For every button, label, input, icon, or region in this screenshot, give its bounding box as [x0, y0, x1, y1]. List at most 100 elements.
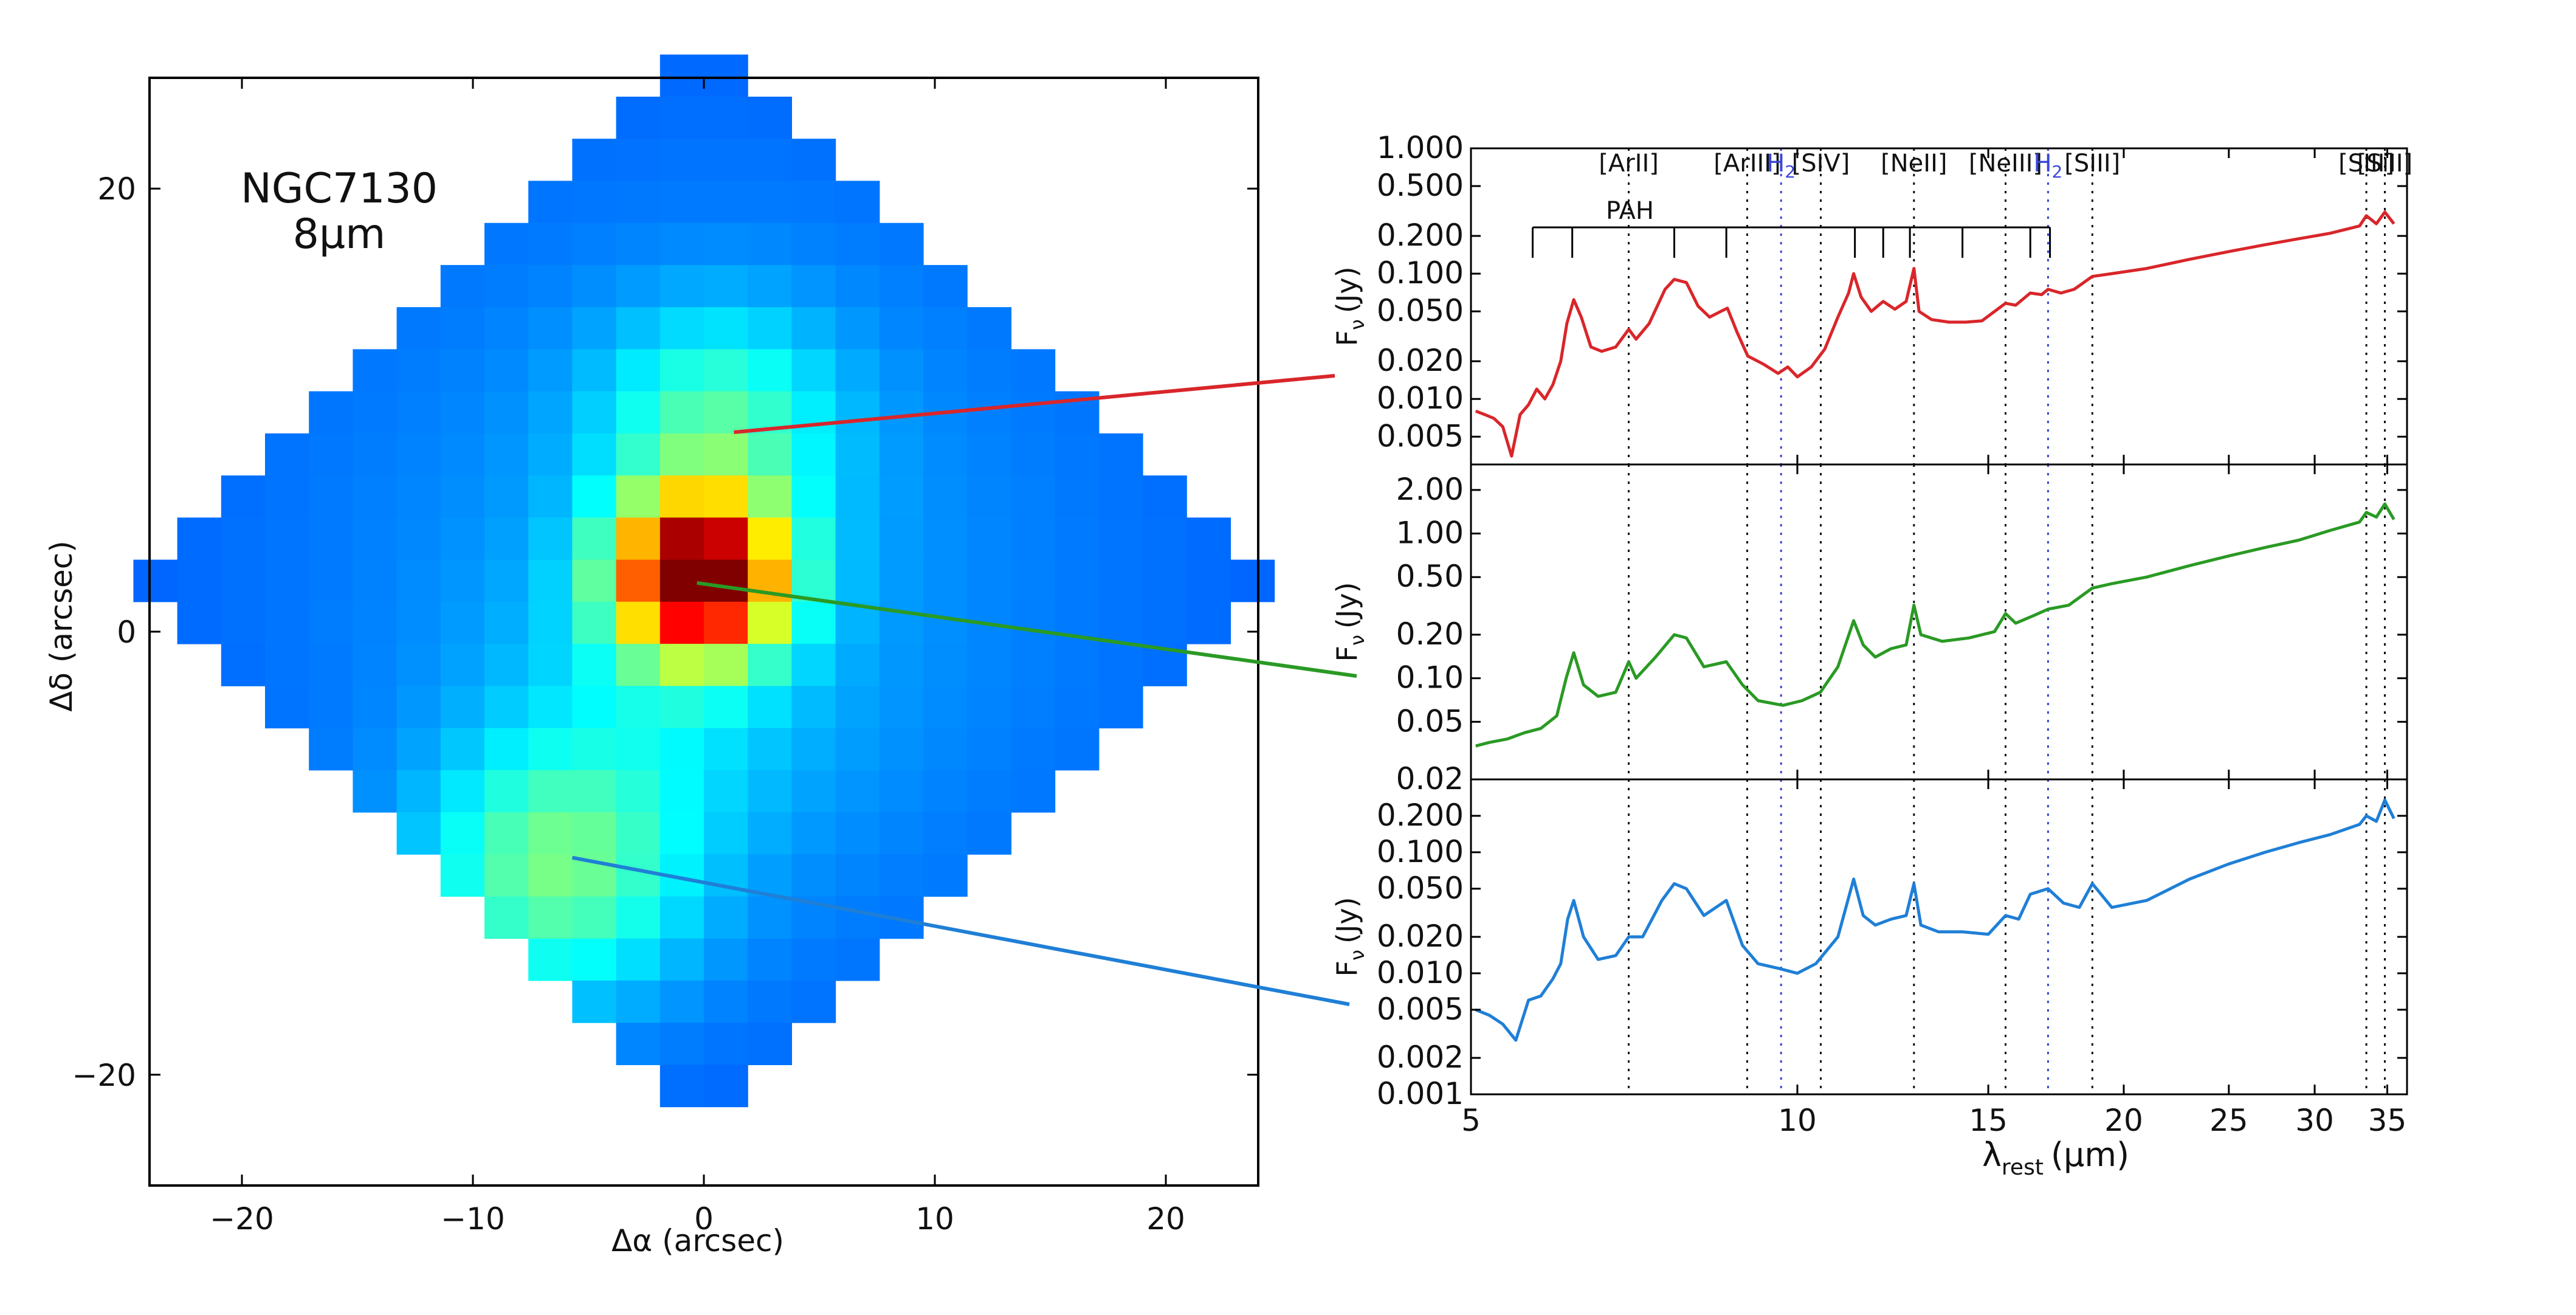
map-pixel: [835, 644, 880, 686]
map-pixel: [353, 770, 398, 813]
map-pixel: [572, 433, 617, 476]
map-pixel: [265, 644, 309, 686]
map-pixel: [177, 601, 222, 644]
map-pixel: [659, 812, 704, 855]
map-pixel: [659, 391, 704, 434]
map-pixel: [528, 770, 573, 813]
emission-line-label-text: [ArIII]: [1713, 150, 1780, 178]
spectrum-y-tick-label: 0.050: [1377, 293, 1464, 328]
map-pixel: [967, 812, 1011, 855]
map-pixel: [704, 391, 748, 434]
map-pixel: [704, 223, 748, 266]
spectrum-y-tick-label: 0.200: [1377, 218, 1464, 253]
map-pixel: [572, 139, 617, 181]
map-pixel: [440, 686, 485, 729]
emission-line-label: [SIII]: [2064, 150, 2120, 178]
spectrum-ylabel-unit: (Jy): [1331, 266, 1363, 313]
map-pixel: [572, 475, 617, 518]
map-pixel: [704, 770, 748, 813]
map-pixel: [748, 264, 792, 308]
map-y-tick-label: 0: [117, 615, 136, 650]
map-pixel: [835, 559, 880, 602]
map-pixel: [484, 391, 529, 434]
map-pixel: [353, 475, 398, 518]
map-pixel: [704, 896, 748, 939]
map-pixel: [396, 728, 441, 771]
map-pixel: [748, 475, 792, 518]
map-pixel: [309, 391, 353, 434]
map-pixel: [923, 559, 968, 602]
map-pixel: [879, 728, 924, 771]
map-pixel: [748, 433, 792, 476]
spectrum-y-tick-label: 0.200: [1377, 798, 1464, 833]
map-pixel: [1055, 559, 1100, 602]
emission-line-label: [ArII]: [1599, 150, 1659, 178]
map-pixel: [484, 686, 529, 729]
map-pixel: [396, 559, 441, 602]
map-pixel: [748, 938, 792, 981]
map-pixel: [967, 517, 1011, 561]
emission-line-label: [NeIII]: [1969, 150, 2042, 178]
map-pixel: [835, 517, 880, 561]
map-pixel: [879, 854, 924, 897]
map-pixel: [221, 475, 266, 518]
map-pixel: [748, 980, 792, 1023]
map-pixel: [748, 686, 792, 729]
map-pixel: [440, 812, 485, 855]
spectra-plot: 0.0050.0100.0200.0500.1000.2000.5001.000…: [1331, 130, 2412, 1138]
map-pixel: [923, 686, 968, 729]
map-pixel: [835, 854, 880, 897]
map-pixel: [528, 644, 573, 686]
map-pixel: [879, 307, 924, 350]
map-pixel: [704, 517, 748, 561]
spectrum-y-tick-label: 0.005: [1377, 418, 1464, 454]
spectrum-y-tick-label: 0.002: [1377, 1040, 1464, 1075]
map-pixel: [484, 307, 529, 350]
map-pixel: [1055, 644, 1100, 686]
map-pixel: [221, 644, 266, 686]
spectrum-ylabel-symbol: F: [1331, 330, 1363, 346]
map-pixel: [835, 264, 880, 308]
map-pixel: [528, 854, 573, 897]
map-pixel: [309, 644, 353, 686]
map-pixel: [1011, 517, 1056, 561]
map-pixel: [791, 644, 836, 686]
spectra-xlabel-subscript: rest: [2002, 1155, 2044, 1180]
map-pixel: [616, 812, 661, 855]
map-pixel: [704, 181, 748, 224]
map-pixel: [440, 517, 485, 561]
map-pixel: [396, 517, 441, 561]
map-pixel: [1098, 433, 1143, 476]
map-pixel: [528, 728, 573, 771]
map-pixel: [484, 896, 529, 939]
map-pixel: [704, 686, 748, 729]
map-pixel: [791, 812, 836, 855]
map-pixel: [484, 475, 529, 518]
spectrum-ylabel-symbol: F: [1331, 646, 1363, 661]
map-x-tick-label: −20: [210, 1201, 274, 1237]
map-pixel: [659, 475, 704, 518]
map-pixel: [440, 349, 485, 392]
map-pixel: [265, 601, 309, 644]
map-pixel: [309, 728, 353, 771]
spectrum-y-tick-label: 0.020: [1377, 343, 1464, 378]
map-pixel: [748, 896, 792, 939]
map-pixel: [923, 728, 968, 771]
map-pixel: [748, 770, 792, 813]
spectrum-line-top: [1475, 210, 2395, 458]
spectrum-ylabel-middle: Fν (Jy): [1331, 582, 1369, 661]
map-pixel: [659, 433, 704, 476]
map-pixel: [440, 433, 485, 476]
map-pixel: [704, 812, 748, 855]
map-pixel: [659, 896, 704, 939]
map-pixel: [616, 264, 661, 308]
map-pixel: [309, 601, 353, 644]
map-pixel: [835, 770, 880, 813]
map-pixel: [967, 559, 1011, 602]
map-pixel: [572, 223, 617, 266]
map-pixel: [528, 391, 573, 434]
map-title-band: 8µm: [293, 210, 386, 258]
map-pixel: [967, 728, 1011, 771]
map-pixels: [133, 54, 1275, 1108]
map-pixel: [616, 896, 661, 939]
